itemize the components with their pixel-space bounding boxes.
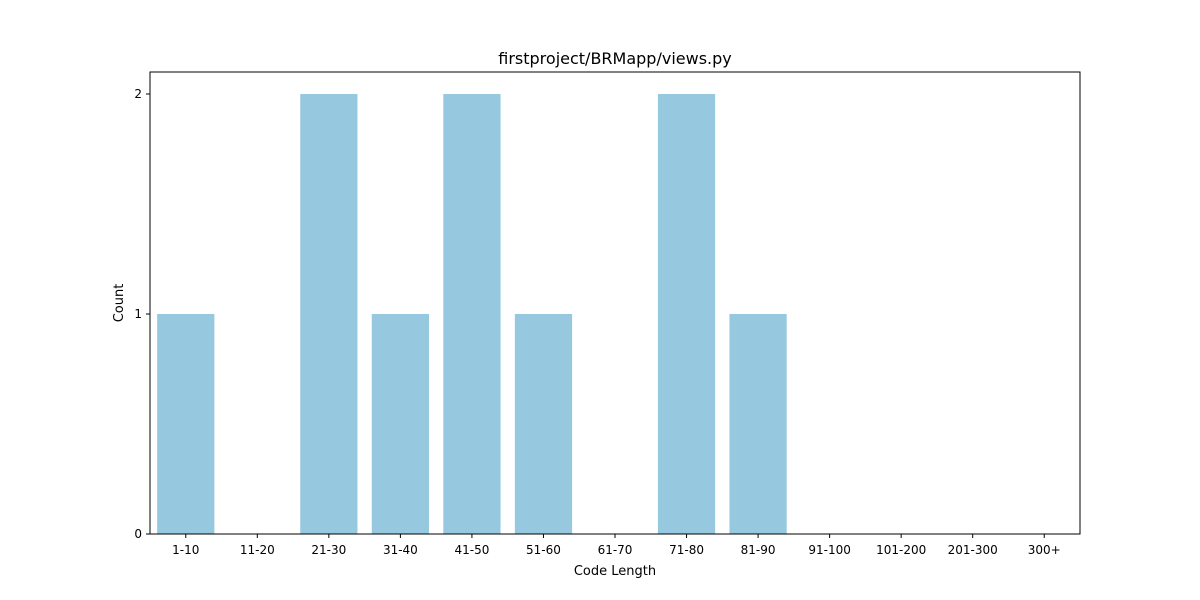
bar-51-60 bbox=[514, 314, 573, 534]
x-tick-label: 101-200 bbox=[876, 543, 926, 557]
x-tick-label: 81-90 bbox=[741, 543, 776, 557]
bar-81-90 bbox=[729, 314, 787, 534]
x-tick-label: 201-300 bbox=[948, 543, 998, 557]
bar-31-40 bbox=[371, 314, 429, 534]
x-tick-label: 61-70 bbox=[598, 543, 633, 557]
bar-71-80 bbox=[657, 94, 716, 534]
bar-41-50 bbox=[443, 94, 501, 534]
x-tick-label: 300+ bbox=[1028, 543, 1061, 557]
x-tick-label: 71-80 bbox=[669, 543, 704, 557]
x-tick-label: 11-20 bbox=[240, 543, 275, 557]
x-tick-label: 31-40 bbox=[383, 543, 418, 557]
x-tick-label: 1-10 bbox=[172, 543, 199, 557]
x-ticks-group: 1-10 11-20 21-30 31-40 41-50 51-60 61-70 71-80 8… bbox=[172, 534, 1061, 557]
bar-21-30 bbox=[300, 94, 358, 534]
y-axis-label: Count bbox=[112, 284, 127, 323]
y-tick-label: 1 bbox=[134, 307, 142, 321]
y-tick-label: 0 bbox=[134, 527, 142, 541]
x-tick-label: 91-100 bbox=[808, 543, 851, 557]
x-tick-label: 41-50 bbox=[454, 543, 489, 557]
bars-group bbox=[157, 94, 787, 534]
bar-1-10 bbox=[157, 314, 215, 534]
y-ticks-group: 0 1 2 bbox=[134, 87, 150, 541]
x-tick-label: 21-30 bbox=[311, 543, 346, 557]
x-tick-label: 51-60 bbox=[526, 543, 561, 557]
x-axis-label: Code Length bbox=[574, 564, 656, 579]
y-tick-label: 2 bbox=[134, 87, 142, 101]
chart-title: firstproject/BRMapp/views.py bbox=[498, 49, 731, 68]
plot-frame bbox=[149, 71, 1081, 535]
